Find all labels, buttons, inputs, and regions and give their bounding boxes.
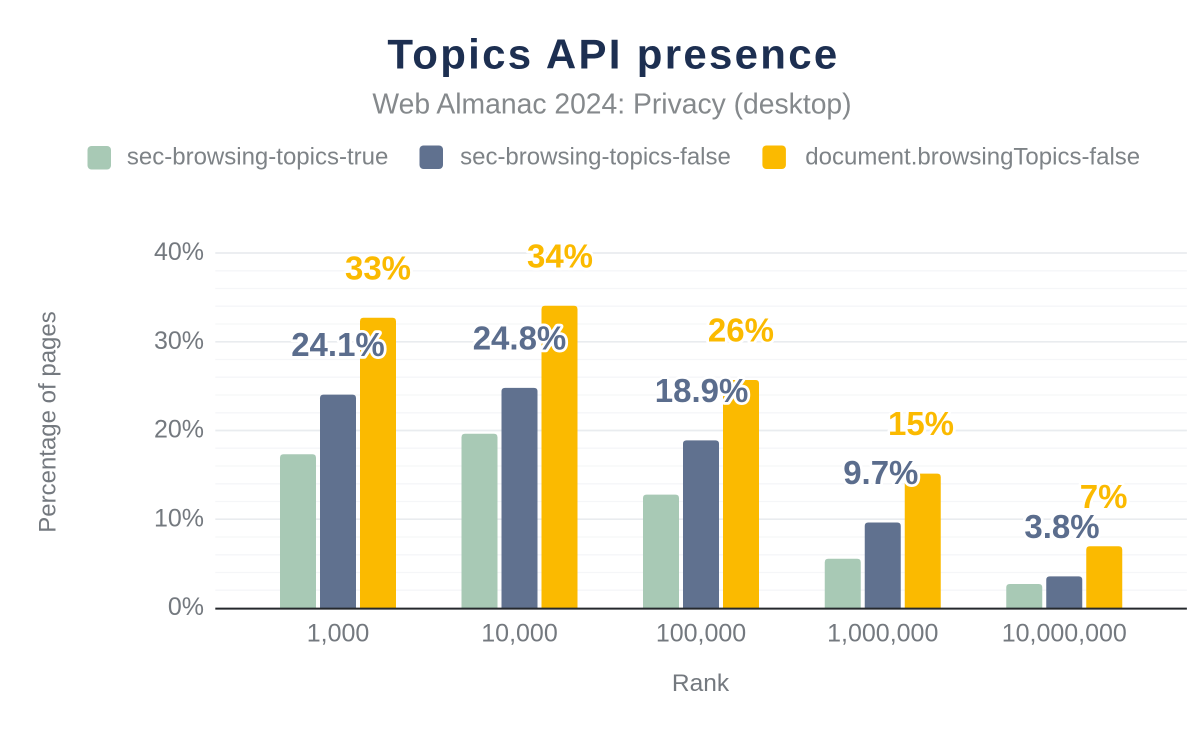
svg-text:30%: 30%: [154, 327, 204, 355]
svg-text:Rank: Rank: [672, 670, 730, 697]
svg-text:3.8%: 3.8%: [1024, 508, 1099, 545]
svg-text:1,000: 1,000: [307, 620, 370, 648]
svg-text:0%: 0%: [168, 593, 204, 621]
svg-text:100,000: 100,000: [656, 620, 746, 648]
svg-text:sec-browsing-topics-false: sec-browsing-topics-false: [460, 144, 731, 171]
svg-text:7%: 7%: [1080, 478, 1128, 515]
svg-text:Web Almanac 2024: Privacy (des: Web Almanac 2024: Privacy (desktop): [372, 88, 851, 120]
svg-text:20%: 20%: [154, 416, 204, 444]
svg-text:1,000,000: 1,000,000: [827, 620, 938, 648]
svg-text:document.browsingTopics-false: document.browsingTopics-false: [805, 144, 1140, 171]
svg-text:34%: 34%: [527, 237, 593, 274]
svg-text:10%: 10%: [154, 505, 204, 533]
svg-text:24.1%: 24.1%: [291, 326, 385, 363]
svg-text:sec-browsing-topics-true: sec-browsing-topics-true: [127, 144, 388, 171]
svg-text:Topics API presence: Topics API presence: [387, 31, 839, 78]
svg-text:40%: 40%: [154, 238, 204, 266]
svg-text:24.8%: 24.8%: [473, 320, 567, 357]
svg-text:26%: 26%: [708, 312, 774, 349]
svg-text:9.7%: 9.7%: [843, 454, 918, 491]
svg-text:33%: 33%: [345, 249, 411, 286]
svg-text:15%: 15%: [888, 405, 954, 442]
svg-text:10,000: 10,000: [481, 620, 557, 648]
svg-text:Percentage of pages: Percentage of pages: [35, 311, 62, 533]
svg-text:10,000,000: 10,000,000: [1002, 620, 1127, 648]
svg-text:18.9%: 18.9%: [655, 372, 749, 409]
